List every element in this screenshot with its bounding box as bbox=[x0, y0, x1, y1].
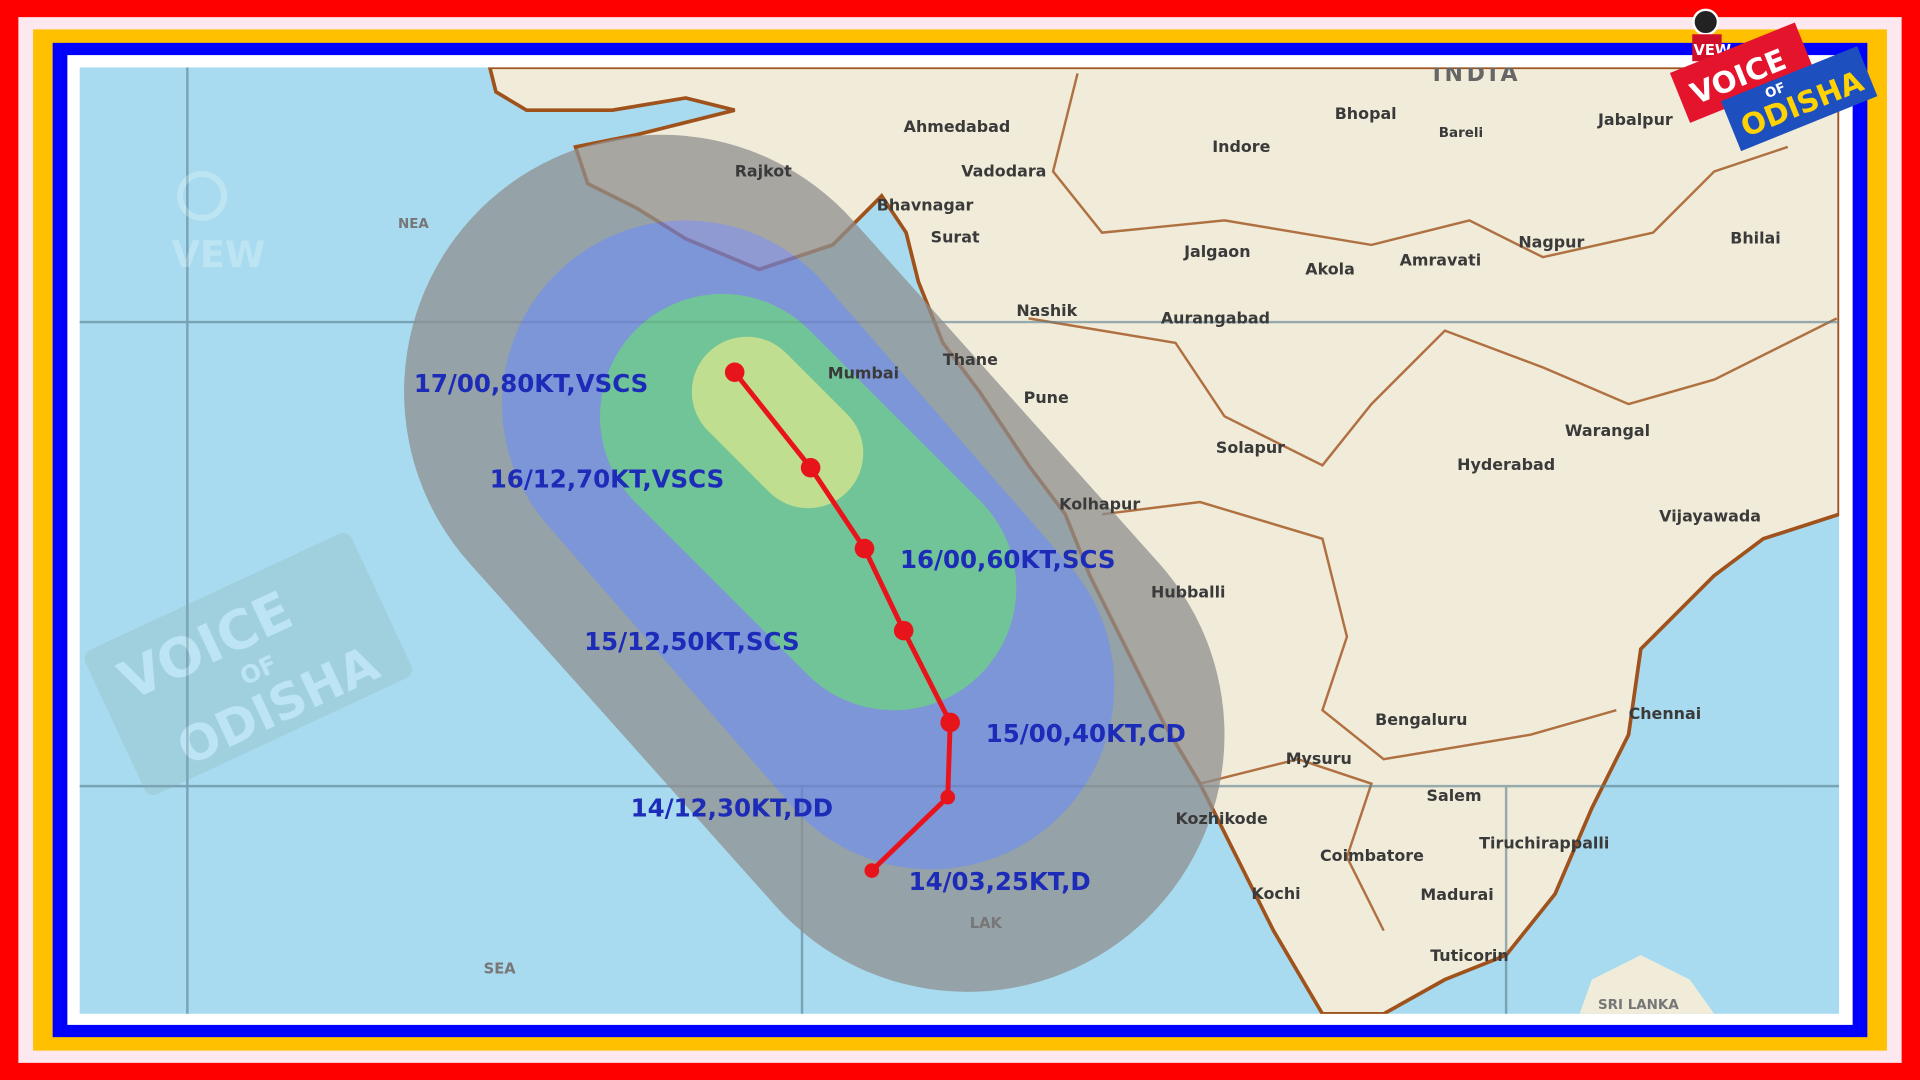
svg-text:VEW: VEW bbox=[171, 233, 265, 276]
city-labels: INDIA NEA SEA LAK Ahmedabad Rajkot Vadod… bbox=[398, 62, 1781, 1013]
svg-text:Amravati: Amravati bbox=[1400, 251, 1482, 270]
svg-text:Kolhapur: Kolhapur bbox=[1059, 494, 1140, 513]
track-label: 17/00,80KT,VSCS bbox=[414, 369, 648, 398]
svg-text:Vijayawada: Vijayawada bbox=[1659, 507, 1761, 526]
svg-text:Nagpur: Nagpur bbox=[1518, 232, 1584, 251]
svg-text:Hyderabad: Hyderabad bbox=[1457, 455, 1555, 474]
logo-badge-icon bbox=[1692, 8, 1720, 36]
svg-text:Jabalpur: Jabalpur bbox=[1597, 110, 1673, 129]
svg-text:Tuticorin: Tuticorin bbox=[1430, 946, 1508, 965]
svg-text:Salem: Salem bbox=[1427, 786, 1482, 805]
svg-text:Mysuru: Mysuru bbox=[1286, 749, 1352, 768]
svg-text:Akola: Akola bbox=[1305, 259, 1355, 278]
svg-text:Aurangabad: Aurangabad bbox=[1161, 308, 1270, 327]
svg-text:Solapur: Solapur bbox=[1216, 438, 1285, 457]
track-label: 16/00,60KT,SCS bbox=[900, 545, 1116, 574]
svg-text:Hubballi: Hubballi bbox=[1151, 583, 1226, 602]
state-borders bbox=[1028, 73, 1838, 932]
track-points bbox=[724, 362, 960, 878]
track-point bbox=[940, 789, 956, 805]
track-point bbox=[724, 362, 745, 383]
track-label: 14/12,30KT,DD bbox=[631, 794, 833, 823]
svg-text:Ahmedabad: Ahmedabad bbox=[904, 117, 1011, 136]
svg-text:Kozhikode: Kozhikode bbox=[1176, 809, 1268, 828]
track-labels: 14/03,25KT,D 14/12,30KT,DD 15/00,40KT,CD… bbox=[414, 369, 1186, 896]
track-point bbox=[854, 538, 875, 559]
track-label: 16/12,70KT,VSCS bbox=[490, 464, 724, 493]
track-point bbox=[893, 620, 914, 641]
svg-text:Chennai: Chennai bbox=[1629, 704, 1702, 723]
watermark-badge-icon bbox=[176, 170, 228, 222]
svg-text:Jalgaon: Jalgaon bbox=[1183, 242, 1250, 261]
svg-text:Bhilai: Bhilai bbox=[1730, 229, 1781, 248]
svg-text:Kochi: Kochi bbox=[1251, 884, 1300, 903]
svg-text:Bhavnagar: Bhavnagar bbox=[877, 196, 974, 215]
track-label: 15/00,40KT,CD bbox=[986, 719, 1186, 748]
svg-text:Bengaluru: Bengaluru bbox=[1375, 710, 1467, 729]
svg-text:OF: OF bbox=[1763, 80, 1788, 102]
svg-text:Surat: Surat bbox=[931, 227, 980, 246]
svg-text:SEA: SEA bbox=[484, 960, 517, 977]
svg-text:Mumbai: Mumbai bbox=[828, 363, 899, 382]
svg-text:Rajkot: Rajkot bbox=[735, 161, 793, 180]
track-label: 15/12,50KT,SCS bbox=[584, 627, 800, 656]
svg-text:Pune: Pune bbox=[1024, 388, 1069, 407]
svg-text:Madurai: Madurai bbox=[1420, 885, 1493, 904]
svg-text:NEA: NEA bbox=[398, 217, 429, 232]
sri-lanka bbox=[1579, 955, 1715, 1014]
svg-text:SRI LANKA: SRI LANKA bbox=[1598, 998, 1679, 1013]
track-point bbox=[940, 712, 960, 733]
track-label: 14/03,25KT,D bbox=[909, 867, 1091, 896]
svg-text:Vadodara: Vadodara bbox=[961, 161, 1046, 180]
svg-text:Tiruchirappalli: Tiruchirappalli bbox=[1479, 834, 1609, 853]
svg-text:Bareli: Bareli bbox=[1439, 126, 1483, 141]
svg-text:Coimbatore: Coimbatore bbox=[1320, 846, 1424, 865]
svg-text:Nashik: Nashik bbox=[1016, 301, 1077, 320]
svg-text:Bhopal: Bhopal bbox=[1335, 104, 1397, 123]
track-point bbox=[864, 863, 880, 878]
svg-text:INDIA: INDIA bbox=[1433, 62, 1522, 87]
track-point bbox=[800, 457, 821, 478]
svg-text:Warangal: Warangal bbox=[1565, 421, 1650, 440]
svg-text:Indore: Indore bbox=[1212, 137, 1270, 156]
svg-text:LAK: LAK bbox=[970, 915, 1003, 932]
svg-text:Thane: Thane bbox=[943, 350, 998, 369]
